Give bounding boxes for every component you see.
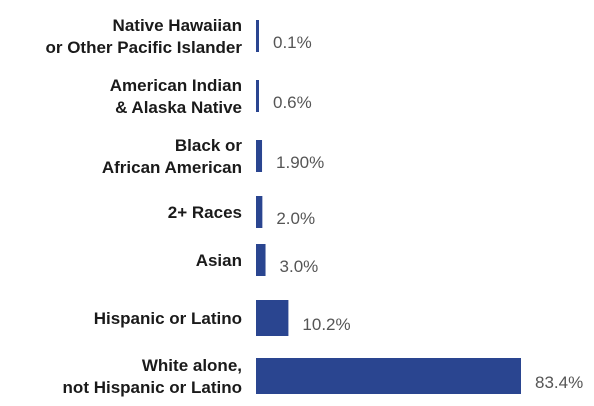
category-label-line: Asian — [196, 251, 242, 270]
labels-group: Native Hawaiian or Other Pacific Islander… — [45, 16, 583, 397]
category-label-native-hawaiian-or-other-pacific-islander: Native Hawaiian or Other Pacific Islander — [45, 16, 242, 57]
category-label-line: American Indian — [110, 76, 242, 95]
category-label-2-races: 2+ Races — [168, 203, 242, 222]
value-label-hispanic-or-latino: 10.2% — [302, 315, 350, 334]
category-label-american-indian-alaska-native: American Indian & Alaska Native — [110, 76, 242, 117]
value-label-2-races: 2.0% — [276, 209, 315, 228]
category-label-line: & Alaska Native — [115, 98, 242, 117]
category-label-asian: Asian — [196, 251, 242, 270]
category-label-line: White alone, — [142, 356, 242, 375]
bar-american-indian-alaska-native — [256, 80, 259, 112]
category-label-line: 2+ Races — [168, 203, 242, 222]
bar-black-or-african-american — [256, 140, 263, 172]
bar-white-alone-not-hispanic-or-latino — [256, 358, 521, 394]
value-label-native-hawaiian-or-other-pacific-islander: 0.1% — [273, 33, 312, 52]
value-label-american-indian-alaska-native: 0.6% — [273, 93, 312, 112]
bar-asian — [256, 244, 266, 276]
category-label-line: not Hispanic or Latino — [63, 378, 242, 397]
value-label-black-or-african-american: 1.90% — [276, 153, 324, 172]
value-label-asian: 3.0% — [280, 257, 319, 276]
category-label-black-or-african-american: Black or African American — [102, 136, 243, 177]
category-label-line: Native Hawaiian — [113, 16, 242, 35]
value-label-white-alone-not-hispanic-or-latino: 83.4% — [535, 373, 583, 392]
category-label-line: African American — [102, 158, 242, 177]
bar-2-races — [256, 196, 263, 228]
bars-group — [256, 20, 521, 394]
category-label-white-alone-not-hispanic-or-latino: White alone, not Hispanic or Latino — [63, 356, 242, 397]
bar-hispanic-or-latino — [256, 300, 289, 336]
category-label-line: Black or — [175, 136, 242, 155]
category-label-line: or Other Pacific Islander — [45, 38, 242, 57]
category-label-hispanic-or-latino: Hispanic or Latino — [94, 309, 242, 328]
category-label-line: Hispanic or Latino — [94, 309, 242, 328]
bar-native-hawaiian-or-other-pacific-islander — [256, 20, 259, 52]
